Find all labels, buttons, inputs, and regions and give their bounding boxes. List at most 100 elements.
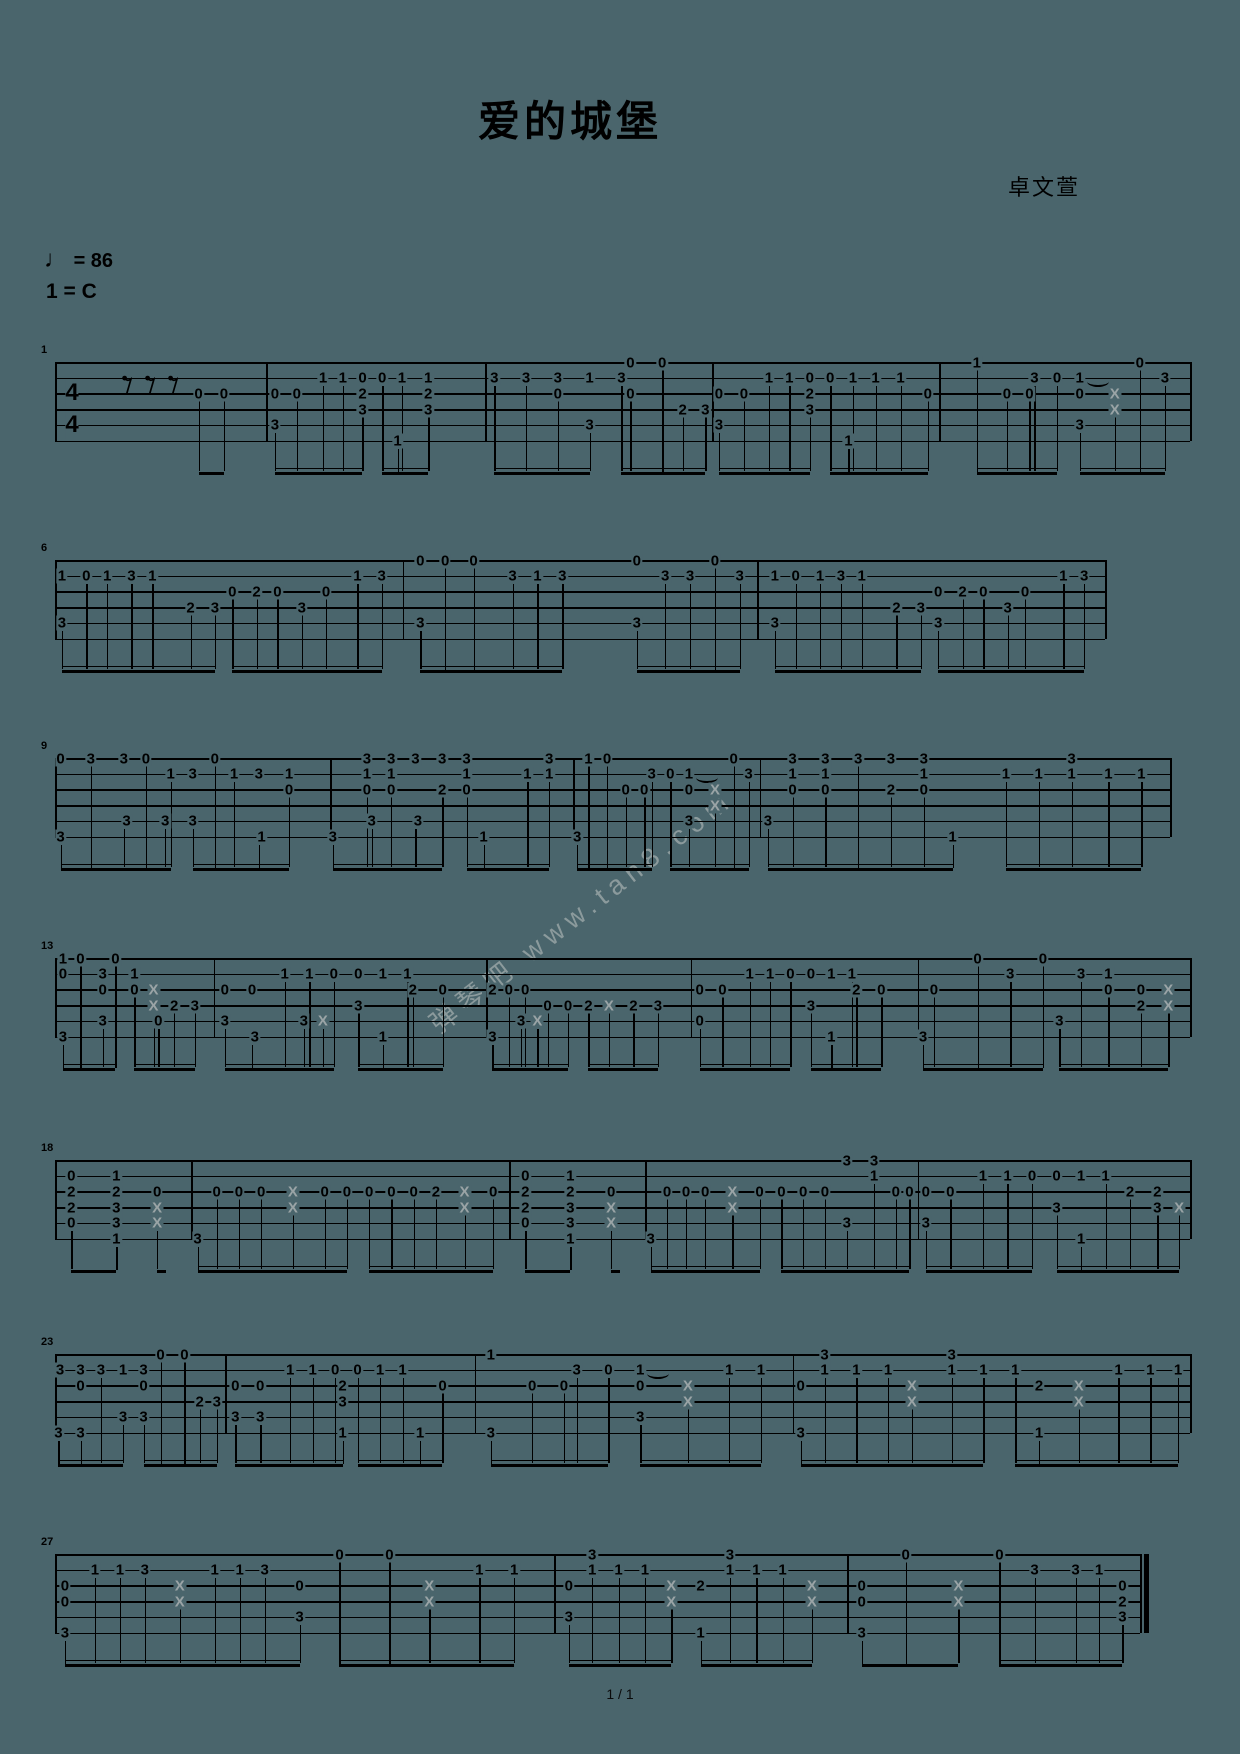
fret-number: 0 [634, 1377, 646, 1395]
fret-number: 0 [229, 1377, 241, 1395]
note-stem [299, 1624, 301, 1664]
fret-number: 0 [1050, 1167, 1063, 1185]
barline [917, 958, 920, 1037]
note-stem [80, 966, 82, 1068]
note-stem [782, 1577, 784, 1664]
fret-number: 3 [835, 567, 847, 585]
fret-number: 1 [164, 765, 177, 783]
note-stem [547, 1013, 549, 1068]
note-stem [290, 1377, 292, 1464]
fret-number: 0 [503, 981, 515, 999]
note-stem [874, 1183, 876, 1270]
note-stem [729, 1377, 731, 1464]
note-stem [1034, 385, 1036, 472]
fret-number: 2 [336, 1377, 349, 1395]
fret-number: 0 [333, 1546, 346, 1563]
fret-number: 3 [1028, 1561, 1041, 1579]
fret-number: 3 [211, 1393, 223, 1411]
note-stem [145, 766, 148, 868]
beam-second [62, 1063, 116, 1066]
fret-number: 1 [391, 432, 404, 450]
note-stem [342, 385, 345, 472]
fret-number: 0 [971, 950, 984, 967]
note-stem [852, 385, 855, 472]
fret-number: 0 [57, 965, 69, 983]
fret-number: 1 [868, 1167, 880, 1185]
note-stem [774, 630, 777, 670]
fret-number: 2 [65, 1199, 78, 1217]
muted-x-mark: X [604, 1214, 618, 1232]
staff-line [55, 1585, 1140, 1587]
fret-number: 1 [374, 1361, 386, 1379]
fret-number: 0 [233, 1183, 245, 1201]
fret-number: 1 [1033, 1424, 1045, 1442]
note-stem [289, 797, 291, 868]
tie-arc [695, 772, 718, 783]
note-stem [342, 1440, 344, 1464]
fret-number: 0 [1116, 1577, 1129, 1595]
tie-arc [1086, 376, 1109, 387]
note-stem [94, 1577, 97, 1664]
note-stem [790, 981, 792, 1068]
note-stem [190, 615, 192, 670]
note-stem [1025, 599, 1027, 670]
staff-line [55, 1632, 1140, 1634]
final-barline [1144, 1554, 1149, 1633]
fret-number: 0 [683, 781, 695, 799]
note-stem [657, 1013, 660, 1068]
muted-x-mark: X [681, 1377, 695, 1395]
fret-number: 1 [977, 1167, 989, 1185]
note-stem [920, 615, 923, 670]
fret-number: 3 [841, 1152, 853, 1169]
muted-x-mark: X [951, 1593, 965, 1611]
note-stem [100, 1377, 103, 1464]
fret-number: 1 [945, 1361, 958, 1379]
fret-number: 1 [769, 567, 781, 585]
note-stem [881, 997, 883, 1068]
note-stem [824, 1199, 827, 1270]
fret-number: 3 [137, 1361, 150, 1379]
note-stem [608, 1377, 610, 1464]
staff-line [55, 591, 1105, 593]
beam-second [1059, 1063, 1169, 1066]
fret-number: 0 [271, 583, 284, 601]
fret-number: 1 [477, 828, 490, 846]
fret-number: 0 [269, 385, 281, 403]
fret-number: 3 [506, 567, 519, 585]
fret-number: 1 [856, 567, 868, 585]
barline [757, 560, 759, 639]
note-stem [911, 1409, 914, 1464]
fret-number: 3 [118, 750, 130, 767]
note-stem [714, 568, 717, 670]
note-stem [261, 1199, 263, 1270]
note-stem [274, 432, 277, 472]
fret-number: 0 [920, 1183, 932, 1201]
fret-number: 0 [680, 1183, 692, 1201]
fret-number: 3 [110, 1214, 122, 1232]
note-stem [1084, 583, 1086, 670]
barline [485, 362, 487, 441]
fret-number: 0 [385, 1183, 398, 1201]
beam [781, 1269, 910, 1273]
note-stem [322, 1028, 325, 1068]
fret-number: 0 [709, 552, 721, 569]
fret-number: 0 [59, 1577, 71, 1595]
fret-number: 1 [110, 1167, 122, 1185]
note-stem [152, 583, 154, 670]
fret-number: 0 [361, 781, 373, 799]
fret-number: 1 [755, 1361, 767, 1379]
muted-x-mark: X [173, 1593, 187, 1611]
tie-arc [647, 1368, 670, 1379]
barline [554, 1554, 556, 1633]
beam [420, 669, 563, 673]
eighth-rest-icon [121, 375, 133, 400]
note-stem [442, 797, 444, 868]
beam-second [925, 1265, 1032, 1268]
beam [923, 1067, 1043, 1071]
note-stem [1075, 1577, 1077, 1664]
note-stem [339, 1562, 341, 1664]
fret-number: 3 [1028, 369, 1041, 387]
note-stem [830, 385, 832, 472]
fret-number: 2 [519, 1183, 532, 1201]
beam-second [621, 467, 706, 470]
